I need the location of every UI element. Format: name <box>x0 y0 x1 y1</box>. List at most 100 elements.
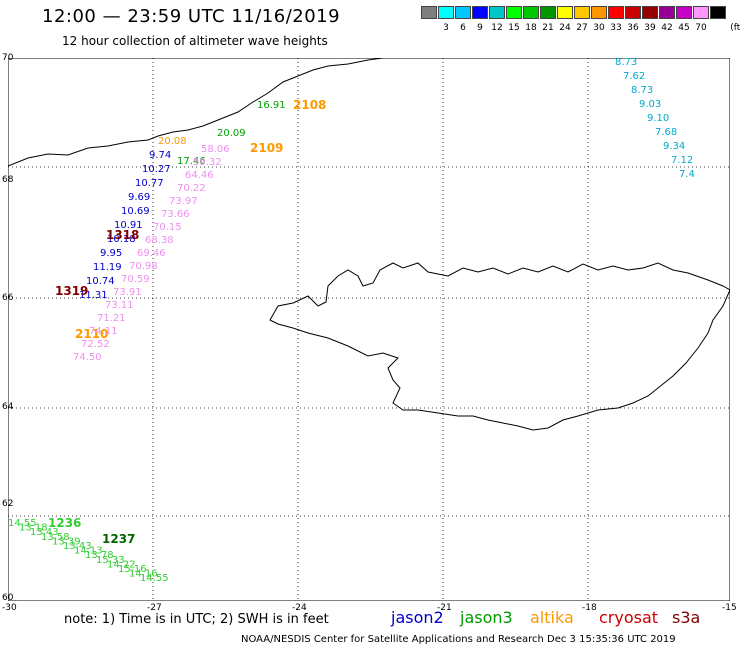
legend-swatch-label: 6 <box>460 23 466 33</box>
swh-value-label: 70.98 <box>129 261 158 272</box>
legend-swatch <box>421 6 437 19</box>
footer-credit: NOAA/NESDIS Center for Satellite Applica… <box>241 634 676 645</box>
greenland-coastline <box>8 58 384 167</box>
swh-value-label: 13.43 <box>30 527 59 538</box>
legend-swatch <box>625 6 641 19</box>
legend-swatch <box>472 6 488 19</box>
swh-value-label: 7.68 <box>655 127 677 138</box>
swh-value-label: 74.11 <box>89 326 118 337</box>
swh-value-label: 9.95 <box>100 248 122 259</box>
legend-swatch <box>710 6 726 19</box>
lon-tick-minus15: -15 <box>722 603 737 613</box>
legend-swatch <box>676 6 692 19</box>
swh-value-label: 69.46 <box>137 248 166 259</box>
swh-value-label: 16.91 <box>257 100 286 111</box>
chart-title: 12:00 — 23:59 UTC 11/16/2019 <box>42 6 341 27</box>
swh-value-label: 9.03 <box>639 99 661 110</box>
swh-value-label: 7.4 <box>679 169 695 180</box>
legend-swatch-label: 27 <box>576 23 588 33</box>
swh-value-label: 15.16 <box>118 564 147 575</box>
swh-value-label: 10.27 <box>142 164 171 175</box>
swh-value-label: 10.77 <box>135 178 164 189</box>
legend-swatch-label: 3 <box>443 23 449 33</box>
legend-swatch-label: 24 <box>559 23 571 33</box>
iceland-coastline <box>269 262 730 431</box>
legend-swatch <box>608 6 624 19</box>
legend-swatch-label: 70 <box>695 23 707 33</box>
pass-time-label: 1237 <box>102 532 135 546</box>
swh-value-label: 64.46 <box>185 170 214 181</box>
swh-value-label: 71.21 <box>97 313 126 324</box>
swh-value-label: 10.18 <box>107 234 136 245</box>
lat-tick-70: 70 <box>2 53 14 63</box>
legend-swatch-label: 45 <box>678 23 690 33</box>
legend-swatch <box>591 6 607 19</box>
lat-tick-66: 66 <box>2 293 14 303</box>
legend-swatch <box>659 6 675 19</box>
legend-jason2: jason2 <box>391 608 444 627</box>
legend-swatch-label: 42 <box>661 23 673 33</box>
pass-time-label: 2110 <box>75 327 108 341</box>
lat-tick-60: 60 <box>2 593 14 603</box>
swh-value-label: 72.52 <box>81 339 110 350</box>
legend-swatch-label: 33 <box>610 23 622 33</box>
footer-note: note: 1) Time is in UTC; 2) SWH is in fe… <box>64 612 329 627</box>
swh-value-label: 11.31 <box>79 290 108 301</box>
lon-tick-minus24: -24 <box>292 603 307 613</box>
lat-tick-68: 68 <box>2 175 14 185</box>
legend-swatch <box>693 6 709 19</box>
legend-swatch-label: 9 <box>477 23 483 33</box>
swh-value-label: 9.10 <box>647 113 669 124</box>
legend-swatch <box>506 6 522 19</box>
swh-value-label: 74.50 <box>73 352 102 363</box>
pass-time-label: 2109 <box>250 141 283 155</box>
pass-time-label: 1318 <box>106 228 139 242</box>
swh-value-label: 7.12 <box>671 155 693 166</box>
legend-swatch <box>574 6 590 19</box>
swh-value-label: 11.19 <box>93 262 122 273</box>
legend-swatch <box>523 6 539 19</box>
swh-value-label: 59.32 <box>193 157 222 168</box>
swh-value-label: 10.74 <box>86 276 115 287</box>
legend-swatch <box>642 6 658 19</box>
legend-unit: (ft) <box>730 23 740 33</box>
legend-swatch <box>540 6 556 19</box>
swh-value-label: 73.11 <box>105 300 134 311</box>
swh-value-label: 9.69 <box>128 192 150 203</box>
legend-swatch-label: 30 <box>593 23 605 33</box>
swh-value-label: 14.16 <box>129 569 158 580</box>
swh-value-label: 73.97 <box>169 196 198 207</box>
lat-tick-64: 64 <box>2 402 14 412</box>
swh-value-label: 14.13 <box>74 546 103 557</box>
legend-swatch-label: 12 <box>491 23 503 33</box>
swh-value-label: 20.09 <box>217 128 246 139</box>
swh-value-label: 14.22 <box>107 559 136 570</box>
legend-swatch-label: 36 <box>627 23 639 33</box>
legend-swatch <box>438 6 454 19</box>
chart-subtitle: 12 hour collection of altimeter wave hei… <box>62 34 328 48</box>
swh-value-label: 20.08 <box>158 136 187 147</box>
lon-tick-minus18: -18 <box>582 603 597 613</box>
swh-value-label: 9.74 <box>149 150 171 161</box>
swh-value-label: 8.73 <box>615 58 637 68</box>
legend-s3a: s3a <box>672 608 701 627</box>
legend-swatch <box>557 6 573 19</box>
swh-value-label: 10.69 <box>121 206 150 217</box>
swh-value-label: 70.22 <box>177 183 206 194</box>
legend-swatch <box>455 6 471 19</box>
swh-value-label: 13.43 <box>63 541 92 552</box>
swh-value-label: 13.78 <box>85 550 114 561</box>
legend-altika: altika <box>530 608 574 627</box>
legend-swatch <box>489 6 505 19</box>
swh-value-label: 15.33 <box>96 555 125 566</box>
swh-value-label: 7.62 <box>623 71 645 82</box>
swh-value-label: 17.46 <box>177 156 206 167</box>
swh-value-label: 13.39 <box>52 536 81 547</box>
lon-tick-minus30: -30 <box>2 603 17 613</box>
swh-value-label: 8.73 <box>631 85 653 96</box>
pass-time-label: 1236 <box>48 516 81 530</box>
swh-value-label: 9.34 <box>663 141 685 152</box>
swh-value-label: 14.55 <box>8 518 37 529</box>
swh-value-label: 73.66 <box>161 209 190 220</box>
swh-value-label: 58.06 <box>201 144 230 155</box>
